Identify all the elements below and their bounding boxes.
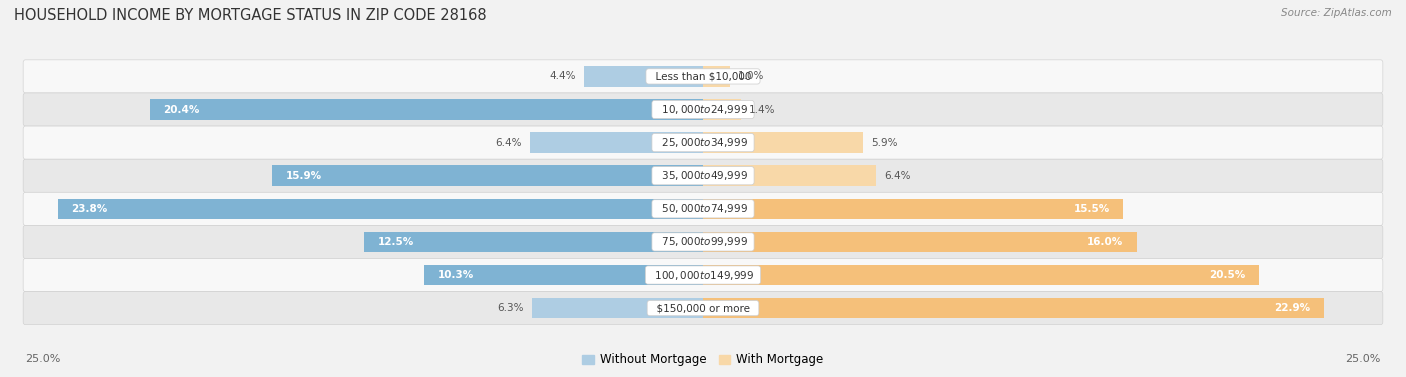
FancyBboxPatch shape <box>22 225 1384 259</box>
FancyBboxPatch shape <box>22 126 1384 159</box>
Bar <box>703 66 730 87</box>
Text: HOUSEHOLD INCOME BY MORTGAGE STATUS IN ZIP CODE 28168: HOUSEHOLD INCOME BY MORTGAGE STATUS IN Z… <box>14 8 486 23</box>
Text: 4.4%: 4.4% <box>550 71 575 81</box>
Text: 20.5%: 20.5% <box>1209 270 1246 280</box>
Text: 25.0%: 25.0% <box>1346 354 1381 365</box>
Text: 6.3%: 6.3% <box>498 303 524 313</box>
Bar <box>150 99 703 120</box>
FancyBboxPatch shape <box>22 192 1384 225</box>
FancyBboxPatch shape <box>22 60 1384 93</box>
Bar <box>703 265 1258 285</box>
FancyBboxPatch shape <box>22 159 1384 192</box>
Text: 25.0%: 25.0% <box>25 354 60 365</box>
Text: $10,000 to $24,999: $10,000 to $24,999 <box>655 103 751 116</box>
Bar <box>703 99 741 120</box>
Text: $25,000 to $34,999: $25,000 to $34,999 <box>655 136 751 149</box>
Text: 20.4%: 20.4% <box>163 104 200 115</box>
Text: 22.9%: 22.9% <box>1274 303 1310 313</box>
FancyBboxPatch shape <box>22 291 1384 325</box>
Bar <box>703 231 1136 252</box>
Bar <box>423 265 703 285</box>
Bar <box>58 199 703 219</box>
Text: $150,000 or more: $150,000 or more <box>650 303 756 313</box>
Bar <box>583 66 703 87</box>
Text: 23.8%: 23.8% <box>72 204 108 214</box>
Text: 6.4%: 6.4% <box>884 171 911 181</box>
Text: 12.5%: 12.5% <box>378 237 413 247</box>
Bar <box>364 231 703 252</box>
Bar <box>271 166 703 186</box>
FancyBboxPatch shape <box>22 259 1384 291</box>
Bar <box>703 132 863 153</box>
Text: 6.4%: 6.4% <box>495 138 522 148</box>
Text: 1.4%: 1.4% <box>749 104 776 115</box>
Bar <box>703 298 1324 319</box>
Text: 5.9%: 5.9% <box>872 138 897 148</box>
Bar <box>533 298 703 319</box>
Text: $100,000 to $149,999: $100,000 to $149,999 <box>648 268 758 282</box>
Text: Source: ZipAtlas.com: Source: ZipAtlas.com <box>1281 8 1392 18</box>
Bar <box>703 166 876 186</box>
Text: Less than $10,000: Less than $10,000 <box>648 71 758 81</box>
FancyBboxPatch shape <box>22 93 1384 126</box>
Text: 15.5%: 15.5% <box>1073 204 1109 214</box>
Text: 15.9%: 15.9% <box>285 171 322 181</box>
Legend: Without Mortgage, With Mortgage: Without Mortgage, With Mortgage <box>578 349 828 371</box>
Text: $50,000 to $74,999: $50,000 to $74,999 <box>655 202 751 215</box>
Text: 1.0%: 1.0% <box>738 71 765 81</box>
Bar <box>530 132 703 153</box>
Text: 16.0%: 16.0% <box>1087 237 1123 247</box>
Text: $75,000 to $99,999: $75,000 to $99,999 <box>655 235 751 248</box>
Bar <box>703 199 1123 219</box>
Text: 10.3%: 10.3% <box>437 270 474 280</box>
Text: $35,000 to $49,999: $35,000 to $49,999 <box>655 169 751 182</box>
